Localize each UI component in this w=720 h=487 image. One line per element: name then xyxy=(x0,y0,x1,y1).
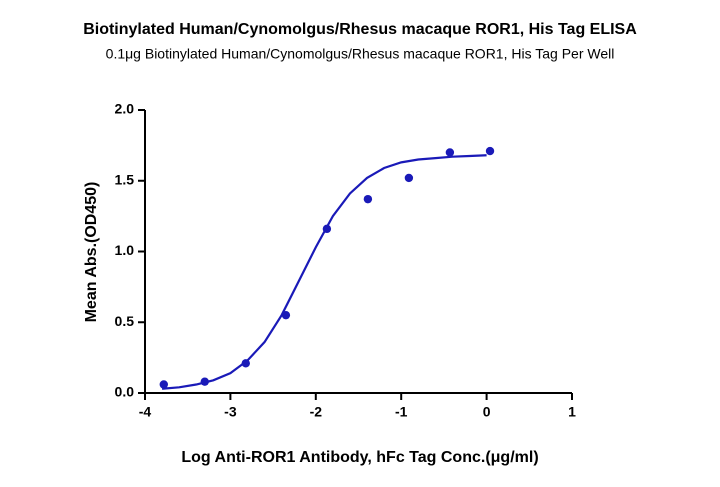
chart-subtitle: 0.1μg Biotinylated Human/Cynomolgus/Rhes… xyxy=(106,46,615,62)
x-axis-label: Log Anti-ROR1 Antibody, hFc Tag Conc.(μg… xyxy=(181,449,538,466)
data-point xyxy=(281,310,291,320)
y-tick-label: 1.0 xyxy=(115,242,135,258)
data-point xyxy=(445,148,455,157)
x-tick-label: 0 xyxy=(483,404,491,420)
x-tick-label: -1 xyxy=(395,404,408,420)
data-point xyxy=(363,194,373,204)
data-point xyxy=(241,359,250,368)
data-point xyxy=(485,146,495,156)
data-point xyxy=(200,377,209,386)
y-tick-label: 0.0 xyxy=(115,384,135,400)
y-tick-label: 2.0 xyxy=(115,101,135,117)
data-point xyxy=(159,380,168,389)
data-point xyxy=(322,224,332,234)
data-point xyxy=(404,173,414,183)
x-tick-label: -4 xyxy=(139,404,152,420)
fit-curve xyxy=(161,154,487,390)
y-axis-label: Mean Abs.(OD450) xyxy=(83,182,100,323)
x-tick-label: -3 xyxy=(224,404,237,420)
x-tick-label: -2 xyxy=(310,404,323,420)
y-tick-label: 0.5 xyxy=(115,313,135,329)
chart-title: Biotinylated Human/Cynomolgus/Rhesus mac… xyxy=(83,21,637,38)
x-tick-label: 1 xyxy=(568,404,576,420)
y-tick-label: 1.5 xyxy=(115,171,135,187)
